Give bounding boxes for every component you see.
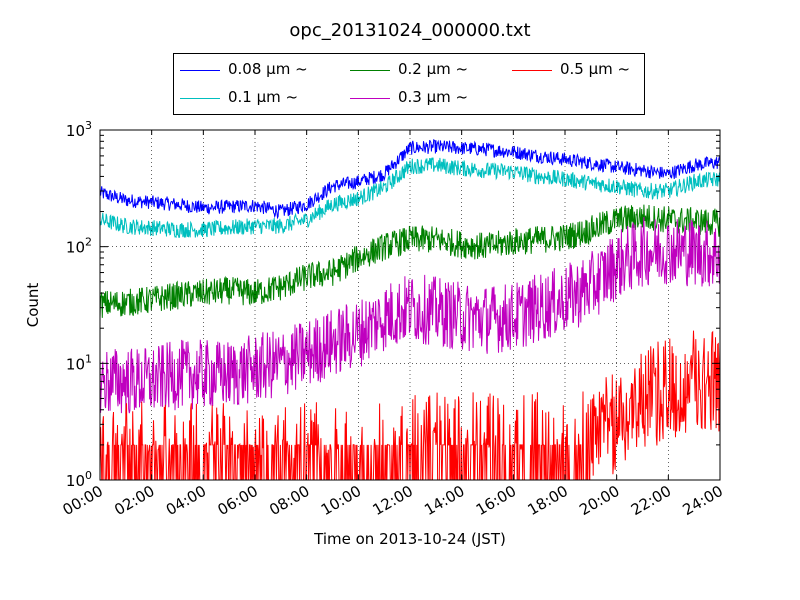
series-line-1 — [99, 157, 721, 239]
y-tick-label: 103 — [66, 119, 92, 140]
legend-item-4: 0.5 μm ~ — [560, 60, 631, 78]
x-tick-label: 16:00 — [473, 482, 519, 519]
x-tick-label: 14:00 — [421, 482, 467, 519]
chart-title: opc_20131024_000000.txt — [289, 20, 531, 41]
x-tick-label: 08:00 — [266, 482, 312, 519]
legend-item-0: 0.08 μm ~ — [228, 60, 308, 78]
legend-swatch-0 — [180, 70, 220, 71]
legend-swatch-3 — [350, 98, 390, 99]
chart-legend: 0.08 μm ~ 0.1 μm ~ 0.2 μm ~ 0.3 μm ~ 0.5… — [173, 53, 645, 115]
plot-grid-group — [100, 130, 720, 480]
x-tick-label: 04:00 — [163, 482, 209, 519]
legend-swatch-4 — [512, 70, 552, 71]
x-tick-label: 12:00 — [370, 482, 416, 519]
x-tick-label: 06:00 — [215, 482, 261, 519]
legend-item-3: 0.3 μm ~ — [398, 88, 469, 106]
y-axis-label: Count — [24, 283, 42, 328]
x-axis-label: Time on 2013-10-24 (JST) — [313, 530, 506, 548]
series-line-0 — [99, 139, 721, 220]
legend-swatch-1 — [180, 98, 220, 99]
series-line-3 — [99, 216, 721, 415]
x-tick-label: 24:00 — [680, 482, 726, 519]
x-tick-label: 20:00 — [576, 482, 622, 519]
y-tick-label: 102 — [66, 236, 92, 257]
legend-item-2: 0.2 μm ~ — [398, 60, 469, 78]
series-line-2 — [99, 204, 720, 318]
legend-item-1: 0.1 μm ~ — [228, 88, 299, 106]
x-tick-label: 18:00 — [525, 482, 571, 519]
x-tick-label: 22:00 — [628, 482, 674, 519]
x-tick-label: 02:00 — [111, 482, 157, 519]
x-tick-label: 10:00 — [318, 482, 364, 519]
y-tick-label: 101 — [66, 352, 92, 373]
series-line-4 — [99, 330, 721, 481]
legend-swatch-2 — [350, 70, 390, 71]
